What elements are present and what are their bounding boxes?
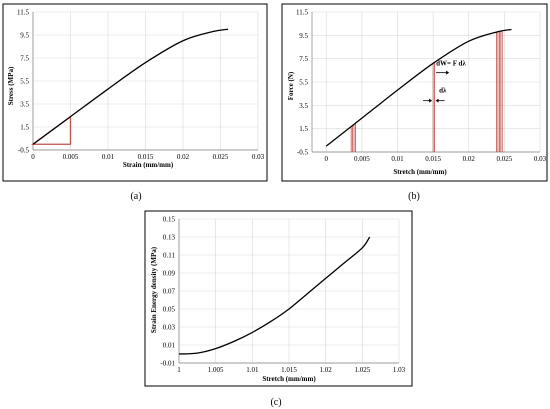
panel-b: dW= F dλ dλ -0.5 1.5 3.5 5.5 7.5 9.5 11.5 0 0.005… bbox=[281, 3, 548, 202]
panel-c-curve bbox=[178, 236, 371, 355]
panel-c-xlabel: Stretch (mm/mm) bbox=[262, 375, 316, 383]
panel-b-ytick-label: 5.5 bbox=[299, 79, 308, 87]
panel-a-xtick-label: 0.03 bbox=[252, 153, 265, 161]
panel-c-xtick-label: 1.03 bbox=[393, 366, 406, 374]
panel-c-ytick-label: 0.01 bbox=[163, 342, 176, 350]
panel-a-ytick-label: 9.5 bbox=[20, 32, 29, 40]
panel-c-xtick-label: 1.015 bbox=[281, 366, 297, 374]
panel-c-ytick-label: -0.01 bbox=[160, 360, 175, 368]
panel-c-xtick-label: 1.005 bbox=[208, 366, 224, 374]
panel-b-xtick-label: 0 bbox=[325, 155, 329, 163]
panel-a-ylabel: Stress (MPa) bbox=[7, 66, 15, 105]
panel-c-xtick-label: 1.025 bbox=[354, 366, 370, 374]
panel-b-dlambda-arrowhead-left bbox=[429, 98, 433, 103]
panel-b-ytick-label: 3.5 bbox=[299, 102, 308, 110]
panel-a-ytick-label: 3.5 bbox=[20, 101, 29, 109]
panel-c-ytick-label: 0.15 bbox=[163, 216, 176, 224]
panel-b-ytick-label: 11.5 bbox=[296, 9, 308, 17]
panel-c-xtick-label: 1 bbox=[177, 366, 181, 374]
panel-b-xtick-label: 0.025 bbox=[497, 155, 513, 163]
panel-c: -0.01 0.01 0.03 0.05 0.07 0.09 0.11 0.13 0.15 1 1.… bbox=[144, 210, 413, 408]
panel-c-ytick-label: 0.07 bbox=[163, 288, 176, 296]
panel-b-work-arrowhead bbox=[446, 70, 450, 75]
panel-c-xtick-label: 1.02 bbox=[320, 366, 333, 374]
panel-a-xlabel: Strain (mm/mm) bbox=[123, 161, 174, 169]
panel-b-xtick-label: 0.02 bbox=[463, 155, 476, 163]
panel-b-xtick-label: 0.005 bbox=[354, 155, 370, 163]
panel-a-ytick-label: 1.5 bbox=[20, 124, 29, 132]
panel-b-dlambda-arrowhead-right bbox=[435, 98, 439, 103]
panel-c-ytick-label: 0.05 bbox=[163, 306, 176, 314]
panel-b-ytick-label: 7.5 bbox=[299, 55, 308, 63]
panel-c-ytick-label: 0.03 bbox=[163, 324, 176, 332]
panel-c-ytick-label: 0.11 bbox=[163, 252, 175, 260]
panel-a-caption: (a) bbox=[130, 191, 141, 202]
panel-a-xtick-label: 0.02 bbox=[177, 153, 190, 161]
panel-a-xtick-label: 0.015 bbox=[138, 153, 154, 161]
panel-c-xtick-label: 1.01 bbox=[246, 366, 259, 374]
panel-a-xtick-label: 0 bbox=[31, 153, 35, 161]
panel-c-ylabel: Strain Energy density (MPa) bbox=[150, 246, 158, 333]
panel-a-xtick-label: 0.025 bbox=[213, 153, 229, 161]
panel-a: -0.5 1.5 3.5 5.5 7.5 9.5 11.5 0 0.005 0.01 0.015 0.… bbox=[2, 3, 268, 202]
panel-b-xtick-label: 0.015 bbox=[425, 155, 441, 163]
panel-b-ytick-label: 9.5 bbox=[299, 32, 308, 40]
panel-b-ytick-label: -0.5 bbox=[297, 149, 309, 157]
panel-c-caption: (c) bbox=[270, 397, 281, 408]
panel-a-frame bbox=[2, 3, 268, 182]
panel-b-ylabel: Force (N) bbox=[287, 71, 295, 100]
panel-a-curve bbox=[32, 28, 229, 145]
panel-a-ytick-label: 5.5 bbox=[20, 78, 29, 86]
panel-b-curve bbox=[325, 28, 512, 147]
panel-a-ytick-label: -0.5 bbox=[18, 147, 30, 155]
panel-a-xtick-label: 0.005 bbox=[63, 153, 79, 161]
panel-a-ytick-label: 11.5 bbox=[17, 9, 29, 17]
panel-a-ytick-label: 7.5 bbox=[20, 55, 29, 63]
panel-b-xtick-label: 0.01 bbox=[391, 155, 404, 163]
panel-b-dlambda-annotation: dλ bbox=[439, 87, 447, 95]
panel-b-work-annotation: dW= F dλ bbox=[436, 60, 466, 68]
panel-c-ytick-label: 0.13 bbox=[163, 234, 176, 242]
panel-b-caption: (b) bbox=[408, 191, 420, 202]
panel-b-xtick-label: 0.03 bbox=[534, 155, 547, 163]
panel-b-ytick-label: 1.5 bbox=[299, 125, 308, 133]
panel-b-xlabel: Stretch (mm/mm) bbox=[393, 168, 447, 176]
panel-c-ytick-label: 0.09 bbox=[163, 270, 176, 278]
panel-a-xtick-label: 0.01 bbox=[102, 153, 115, 161]
